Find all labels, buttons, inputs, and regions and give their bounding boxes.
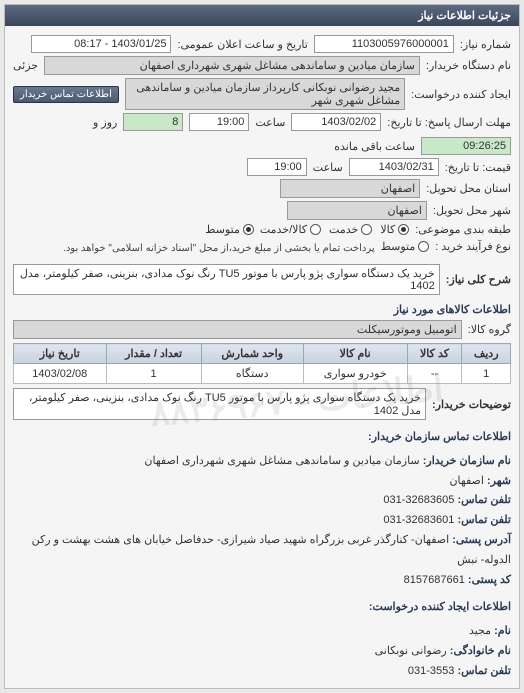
- col-unit: واحد شمارش: [201, 344, 303, 364]
- pkg-label: طبقه بندی موضوعی:: [415, 223, 511, 236]
- contact-title: اطلاعات تماس سازمان خریدار:: [13, 428, 511, 448]
- fax-value: 32683601-031: [383, 514, 454, 526]
- lname-label: نام خانوادگی:: [450, 645, 511, 657]
- cell-name: خودرو سواری: [303, 364, 407, 384]
- pkg-goods-label: کالا: [380, 223, 395, 236]
- cell-code: --: [407, 364, 462, 384]
- notes-label: توضیحات خریدار:: [432, 398, 511, 411]
- time-label-2: ساعت: [313, 161, 343, 174]
- fname-label: نام:: [494, 625, 511, 637]
- pkg-medium-label: متوسط: [205, 223, 240, 236]
- phone-label: تلفن تماس:: [457, 494, 511, 506]
- deadline-label: مهلت ارسال پاسخ: تا تاریخ:: [387, 116, 511, 129]
- delivery-state-label: استان محل تحویل:: [426, 182, 511, 195]
- col-qty: تعداد / مقدار: [106, 344, 201, 364]
- days-label: روز و: [93, 116, 117, 129]
- time-label-1: ساعت: [255, 116, 285, 129]
- delivery-city-label: شهر محل تحویل:: [433, 204, 511, 217]
- city-label: شهر:: [487, 475, 511, 487]
- contact-button[interactable]: اطلاعات تماس خریدار: [13, 86, 119, 103]
- radio-dot-icon: [361, 224, 372, 235]
- contact-block: اطلاعات تماس سازمان خریدار: نام سازمان خ…: [13, 428, 511, 682]
- col-code: کد کالا: [407, 344, 462, 364]
- payment-note: پرداخت تمام یا بخشی از مبلغ خرید،از محل …: [63, 243, 375, 254]
- table-row[interactable]: 1 -- خودرو سواری دستگاه 1 1403/02/08: [14, 364, 511, 384]
- postcode-label: کد پستی:: [468, 574, 511, 586]
- postcode-value: 8157687661: [404, 574, 465, 586]
- delivery-city-field: اصفهان: [287, 201, 427, 220]
- pkg-service-label: خدمت: [329, 223, 358, 236]
- request-no-field: 1103005976000001: [314, 35, 454, 53]
- deadline-date-field: 1403/02/02: [291, 113, 381, 131]
- pkg-both-label: کالا/خدمت: [260, 223, 307, 236]
- table-header-row: ردیف کد کالا نام کالا واحد شمارش تعداد /…: [14, 344, 511, 364]
- col-name: نام کالا: [303, 344, 407, 364]
- cell-unit: دستگاه: [201, 364, 303, 384]
- group-label: گروه کالا:: [468, 323, 511, 336]
- col-date: تاریخ نیاز: [14, 344, 107, 364]
- buyer-name-field: سازمان میادین و ساماندهی مشاغل شهری شهرد…: [44, 56, 420, 75]
- pkg-service-radio[interactable]: خدمت: [329, 223, 372, 236]
- desc-field: خرید یک دستگاه سواری پژو پارس با موتور T…: [13, 264, 440, 295]
- announce-label: تاریخ و ساعت اعلان عمومی:: [177, 38, 307, 51]
- city-value: اصفهان: [449, 475, 483, 487]
- address-value: اصفهان- کنارگذر غربی بزرگراه شهید صیاد ش…: [32, 534, 511, 566]
- time-left-label: ساعت باقی مانده: [334, 140, 415, 153]
- announce-field: 1403/01/25 - 08:17: [31, 35, 171, 53]
- cphone-value: 3553-031: [408, 665, 455, 677]
- pkg-medium-radio[interactable]: متوسط: [205, 223, 254, 236]
- radio-dot-icon: [418, 241, 429, 252]
- desc-label: شرح کلی نیاز:: [446, 273, 511, 286]
- radio-dot-icon: [398, 224, 409, 235]
- group-field: اتومبیل وموتورسیکلت: [13, 320, 462, 339]
- radio-dot-icon: [243, 224, 254, 235]
- buyer-name-label: نام دستگاه خریدار:: [426, 59, 511, 72]
- cell-qty: 1: [106, 364, 201, 384]
- creator-contact-title: اطلاعات ایجاد کننده درخواست:: [13, 598, 511, 618]
- goods-table: ردیف کد کالا نام کالا واحد شمارش تعداد /…: [13, 343, 511, 384]
- request-no-label: شماره نیاز:: [460, 38, 511, 51]
- org-value: سازمان میادین و ساماندهی مشاغل شهری شهرد…: [144, 455, 419, 467]
- pkg-radio-group: کالا خدمت کالا/خدمت: [260, 223, 409, 236]
- pkg-goods-radio[interactable]: کالا: [380, 223, 409, 236]
- org-label: نام سازمان خریدار:: [423, 455, 511, 467]
- buy-type-medium-label: متوسط: [381, 240, 416, 253]
- time-left-field: 09:26:25: [421, 137, 511, 155]
- creator-label: ایجاد کننده درخواست:: [411, 88, 511, 101]
- creator-field: مجید رضوانی نوبکانی کارپرداز سازمان میاد…: [125, 78, 405, 110]
- radio-dot-icon: [310, 224, 321, 235]
- fname-value: مجید: [469, 625, 491, 637]
- buy-type-label: نوع فرآیند خرید :: [435, 240, 511, 253]
- price-valid-label: قیمت: تا تاریخ:: [445, 161, 511, 174]
- days-left-field: 8: [123, 113, 183, 131]
- cell-date: 1403/02/08: [14, 364, 107, 384]
- delivery-state-field: اصفهان: [280, 179, 420, 198]
- col-row: ردیف: [462, 344, 511, 364]
- phone-value: 32683605-031: [383, 494, 454, 506]
- cell-row: 1: [462, 364, 511, 384]
- details-panel: جزئیات اطلاعات نیاز شماره نیاز: 11030059…: [4, 4, 520, 689]
- notes-field: خرید یک دستگاه سواری پژو پارس با موتور T…: [13, 388, 426, 420]
- address-label: آدرس پستی:: [452, 534, 511, 546]
- fax-label: تلفن تماس:: [457, 514, 511, 526]
- buy-type-medium-radio[interactable]: متوسط: [381, 240, 430, 253]
- goods-section-title: اطلاعات کالاهای مورد نیاز: [13, 303, 511, 316]
- panel-title: جزئیات اطلاعات نیاز: [5, 5, 519, 26]
- lname-value: رضوانی نوبکانی: [375, 645, 447, 657]
- price-valid-date-field: 1403/02/31: [349, 158, 439, 176]
- deadline-time-field: 19:00: [189, 113, 249, 131]
- price-valid-time-field: 19:00: [247, 158, 307, 176]
- partial-label: جزئی: [13, 59, 38, 72]
- pkg-both-radio[interactable]: کالا/خدمت: [260, 223, 321, 236]
- cphone-label: تلفن تماس:: [457, 665, 511, 677]
- panel-body: شماره نیاز: 1103005976000001 تاریخ و ساع…: [5, 26, 519, 688]
